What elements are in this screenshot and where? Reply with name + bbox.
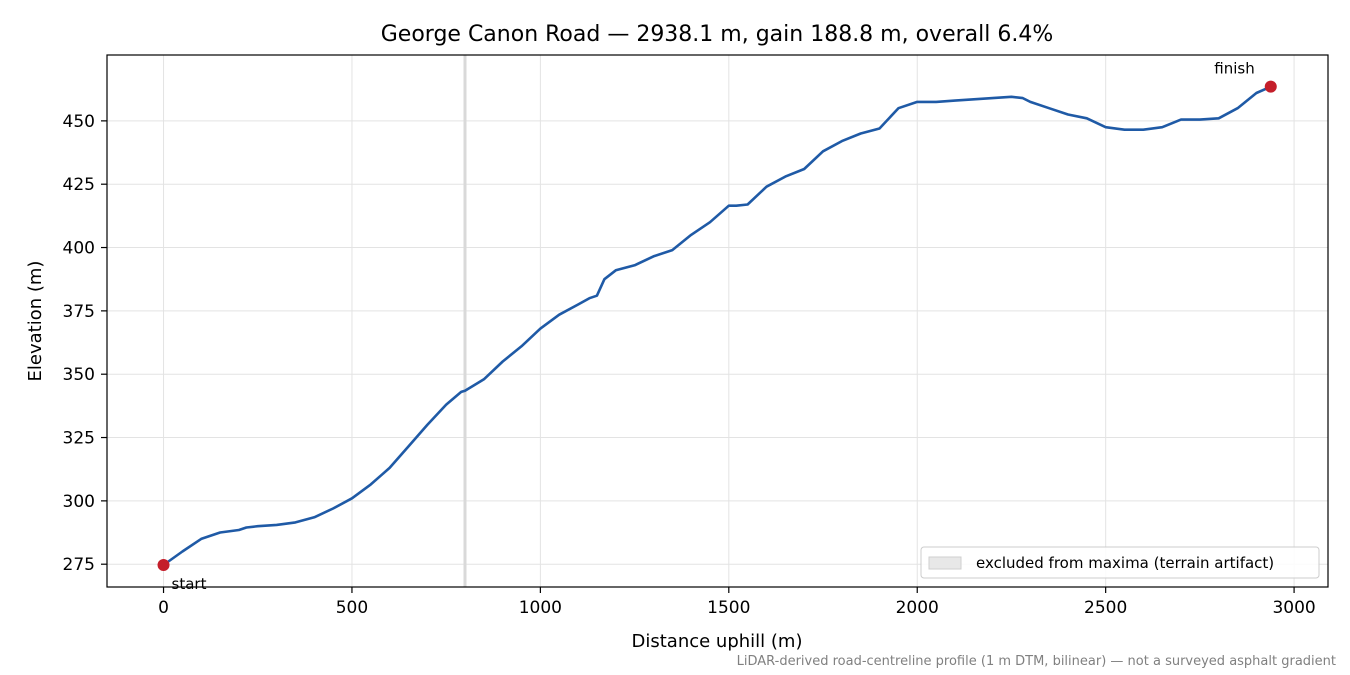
chart-title: George Canon Road — 2938.1 m, gain 188.8… [381, 22, 1054, 47]
x-axis-label: Distance uphill (m) [632, 631, 803, 652]
y-tick-label: 450 [63, 112, 95, 132]
x-tick-label: 2500 [1084, 598, 1127, 618]
y-tick-label: 400 [63, 239, 95, 259]
y-tick-label: 300 [63, 492, 95, 512]
x-tick-label: 2000 [896, 598, 939, 618]
grid [107, 55, 1328, 587]
plot-frame [106, 54, 1329, 588]
y-tick-label: 350 [63, 365, 95, 385]
x-tick-label: 1500 [707, 598, 750, 618]
start-marker [157, 558, 170, 571]
endpoint-markers: start finish [157, 60, 1277, 593]
finish-marker [1264, 80, 1277, 93]
y-axis-label: Elevation (m) [25, 261, 46, 382]
y-axis-ticks: 275 300 325 350 375 400 425 450 [63, 112, 107, 575]
finish-label: finish [1214, 60, 1254, 78]
x-tick-label: 500 [336, 598, 368, 618]
x-tick-label: 3000 [1272, 598, 1315, 618]
x-tick-label: 1000 [519, 598, 562, 618]
y-tick-label: 375 [63, 302, 95, 322]
y-tick-label: 325 [63, 429, 95, 449]
start-label: start [172, 575, 207, 593]
legend-label-excluded: excluded from maxima (terrain artifact) [976, 554, 1274, 572]
y-tick-label: 425 [63, 175, 95, 195]
elevation-profile-line [162, 85, 1273, 567]
y-tick-label: 275 [63, 555, 95, 575]
x-axis-ticks: 0 500 1000 1500 2000 2500 3000 [158, 587, 1316, 618]
series-group [162, 85, 1273, 567]
legend: excluded from maxima (terrain artifact) [920, 546, 1320, 579]
legend-swatch-excluded [928, 556, 962, 570]
footnote: LiDAR-derived road-centreline profile (1… [737, 654, 1336, 669]
x-tick-label: 0 [158, 598, 169, 618]
excluded-region [463, 55, 467, 587]
legend-frame [920, 546, 1320, 579]
